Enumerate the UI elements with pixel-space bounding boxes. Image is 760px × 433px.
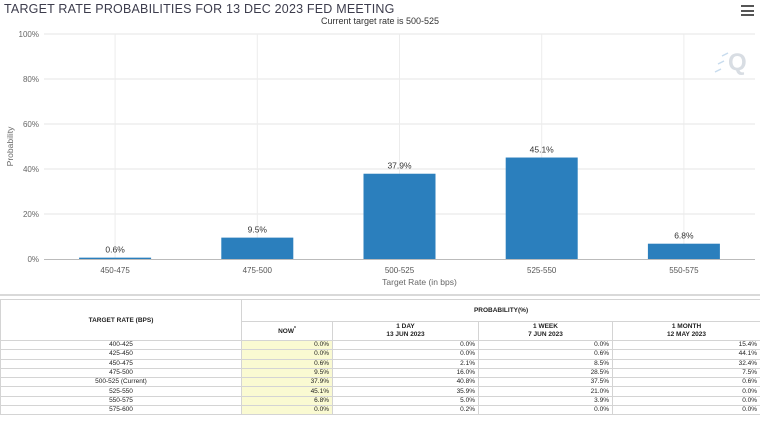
probability-cell: 2.1% [332, 358, 479, 369]
probability-cell: 0.0% [241, 349, 333, 360]
x-tick-label: 500-525 [385, 266, 415, 275]
y-tick-label: 40% [23, 165, 39, 174]
period-header-label: 1 WEEK [533, 322, 558, 330]
bar-data-label: 45.1% [530, 145, 555, 155]
probability-cell: 0.0% [332, 339, 479, 351]
bar [79, 257, 152, 259]
probability-cell: 0.0% [241, 339, 333, 351]
period-header-1: 1 DAY 13 JUN 2023 [332, 320, 479, 342]
period-header-3: 1 MONTH 12 MAY 2023 [611, 320, 760, 342]
table-body: 400-425 0.0% 0.0% 0.0% 15.4% 425-450 0.0% 0.0% 0… [0, 339, 760, 416]
x-tick-label: 450-475 [100, 266, 130, 275]
probability-cell: 7.5% [611, 367, 760, 379]
x-tick-label: 550-575 [669, 266, 699, 275]
probability-cell: 16.0% [332, 367, 479, 379]
x-tick-label: 525-550 [527, 266, 557, 275]
probability-cell: 8.5% [478, 358, 613, 369]
probability-cell: 0.0% [332, 349, 479, 360]
probability-cell: 5.0% [332, 395, 479, 407]
probability-cell: 0.6% [478, 349, 613, 360]
rate-cell: 550-575 [0, 395, 242, 407]
table-row: 500-525 (Current) 37.9% 40.8% 37.5% 0.6% [0, 377, 760, 388]
table-row: 450-475 0.6% 2.1% 8.5% 32.4% [0, 358, 760, 369]
period-header-2: 1 WEEK 7 JUN 2023 [478, 320, 613, 342]
probability-cell: 45.1% [241, 386, 333, 397]
probability-header: PROBABILITY(%) [240, 299, 760, 322]
period-header-date: 13 JUN 2023 [386, 330, 425, 338]
table-row: 575-600 0.0% 0.2% 0.0% 0.0% [0, 405, 760, 416]
rate-cell: 525-550 [0, 386, 242, 397]
y-tick-label: 60% [23, 120, 39, 129]
probability-cell: 0.0% [611, 386, 760, 397]
probability-cell: 0.0% [611, 405, 760, 416]
bar [505, 157, 578, 259]
probability-cell: 0.0% [478, 339, 613, 351]
probability-cell: 6.8% [241, 395, 333, 407]
y-tick-label: 20% [23, 210, 39, 219]
svg-text:Q: Q [728, 49, 747, 76]
y-tick-label: 80% [23, 75, 39, 84]
bar-data-label: 6.8% [674, 231, 694, 241]
probability-cell: 37.9% [241, 377, 333, 388]
x-axis-title: Target Rate (in bps) [382, 277, 457, 287]
period-header-label: NOW* [278, 326, 296, 336]
x-tick-label: 475-500 [243, 266, 273, 275]
probability-cell: 28.5% [478, 367, 613, 379]
bar-data-label: 0.6% [105, 245, 125, 255]
chart-subtitle: Current target rate is 500-525 [320, 16, 440, 26]
probability-cell: 40.8% [332, 377, 479, 388]
probability-cell: 15.4% [611, 339, 760, 351]
period-header-label: 1 MONTH [671, 322, 702, 330]
footnote-marker: * [293, 326, 296, 333]
section-divider [0, 294, 760, 296]
bar [221, 237, 294, 259]
probability-cell: 0.2% [332, 405, 479, 416]
probability-cell: 9.5% [241, 367, 333, 379]
table-row: 525-550 45.1% 35.9% 21.0% 0.0% [0, 386, 760, 397]
period-header-label: 1 DAY [396, 322, 415, 330]
period-header-0: NOW* [241, 320, 333, 342]
probability-cell: 0.0% [478, 405, 613, 416]
probability-cell: 44.1% [611, 349, 760, 360]
rate-cell: 475-500 [0, 367, 242, 379]
rate-cell: 575-600 [0, 405, 242, 416]
probability-cell: 0.0% [611, 395, 760, 407]
rate-cell: 400-425 [0, 339, 242, 351]
chart-title: TARGET RATE PROBABILITIES FOR 13 DEC 202… [4, 2, 395, 16]
period-header-row: NOW* 1 DAY 13 JUN 2023 1 WEEK 7 JUN 2023 1 MO… [1, 320, 760, 342]
bar-data-label: 9.5% [248, 225, 268, 235]
hamburger-menu-icon[interactable] [741, 5, 754, 16]
probability-cell: 35.9% [332, 386, 479, 397]
bar [363, 173, 436, 259]
bar-data-label: 37.9% [387, 161, 412, 171]
rate-cell: 500-525 (Current) [0, 377, 242, 388]
y-tick-label: 100% [19, 30, 39, 39]
table-row: 425-450 0.0% 0.0% 0.6% 44.1% [0, 349, 760, 360]
rate-cell: 425-450 [0, 349, 242, 360]
period-header-date: 7 JUN 2023 [528, 330, 563, 338]
probability-cell: 21.0% [478, 386, 613, 397]
probability-cell: 32.4% [611, 358, 760, 369]
table-row: 400-425 0.0% 0.0% 0.0% 15.4% [0, 339, 760, 351]
period-header-date: 12 MAY 2023 [667, 330, 707, 338]
table-row: 550-575 6.8% 5.0% 3.9% 0.0% [0, 395, 760, 407]
bar-chart: 0% 20% 40% 60% 80% 100% 0.6% 450-475 9.5% 475-500… [5, 30, 755, 287]
y-axis-title: Probability [5, 126, 15, 166]
table-row: 475-500 9.5% 16.0% 28.5% 7.5% [0, 367, 760, 379]
probability-cell: 37.5% [478, 377, 613, 388]
probability-table: TARGET RATE (BPS) PROBABILITY(%) NOW* 1 D… [0, 299, 760, 416]
rate-column-header: TARGET RATE (BPS) [0, 299, 242, 341]
q-logo-icon: Q [714, 49, 747, 76]
probability-cell: 3.9% [478, 395, 613, 407]
rate-cell: 450-475 [0, 358, 242, 369]
probability-cell: 0.6% [611, 377, 760, 388]
y-tick-label: 0% [27, 255, 39, 264]
bar [647, 243, 720, 259]
probability-cell: 0.6% [241, 358, 333, 369]
probability-cell: 0.0% [241, 405, 333, 416]
